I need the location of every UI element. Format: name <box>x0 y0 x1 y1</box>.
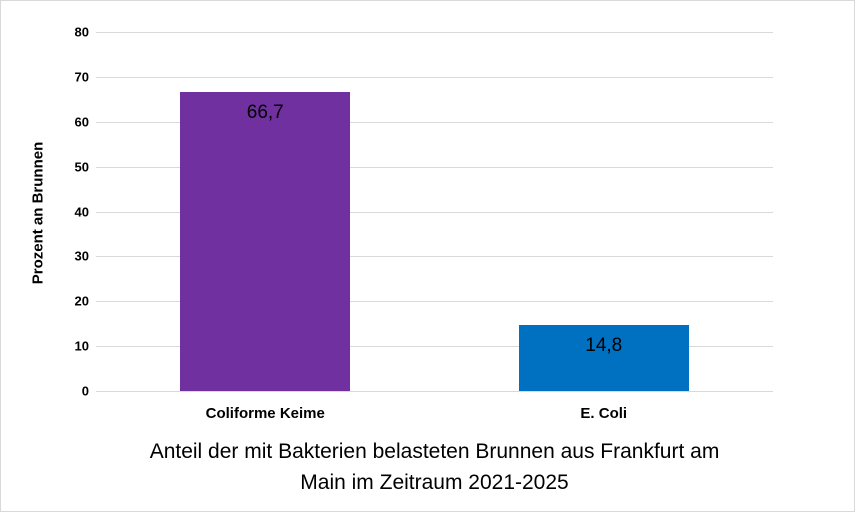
data-label-e-coli: 14,8 <box>585 334 623 356</box>
y-tick-label-60: 60 <box>74 114 89 130</box>
gridline-y-70 <box>96 76 773 78</box>
category-label-e-coli: E. Coli <box>580 405 628 422</box>
y-axis-tick-labels: 0 10 20 30 40 50 60 70 80 <box>1 26 89 398</box>
bar-e-coli: 14,8 <box>518 324 689 391</box>
category-label-coliforme-keime: Coliforme Keime <box>205 405 325 422</box>
x-axis-category-labels: Coliforme Keime E. Coli <box>96 405 773 427</box>
chart-title-line-2: Main im Zeitraum 2021-2025 <box>300 471 569 494</box>
y-tick-label-50: 50 <box>74 159 89 175</box>
chart-title: Anteil der mit Bakterien belasteten Brun… <box>61 436 808 498</box>
gridline-y-40 <box>96 211 773 213</box>
y-tick-label-20: 20 <box>74 293 89 309</box>
y-tick-label-80: 80 <box>74 24 89 40</box>
y-tick-label-30: 30 <box>74 248 89 264</box>
y-tick-label-70: 70 <box>74 69 89 85</box>
gridline-y-20 <box>96 301 773 303</box>
y-tick-label-10: 10 <box>74 338 89 354</box>
gridline-y-80 <box>96 32 773 33</box>
gridline-y-0 <box>96 391 773 392</box>
gridline-y-50 <box>96 166 773 168</box>
gridline-y-30 <box>96 256 773 258</box>
gridline-y-10 <box>96 346 773 348</box>
data-label-coliforme-keime: 66,7 <box>246 101 284 123</box>
chart-title-line-1: Anteil der mit Bakterien belasteten Brun… <box>149 440 720 463</box>
y-tick-label-0: 0 <box>81 383 89 399</box>
y-tick-label-40: 40 <box>74 204 89 219</box>
plot-area: 66,7 14,8 <box>96 32 773 392</box>
bar-coliforme-keime: 66,7 <box>180 91 351 391</box>
gridline-y-60 <box>96 121 773 123</box>
